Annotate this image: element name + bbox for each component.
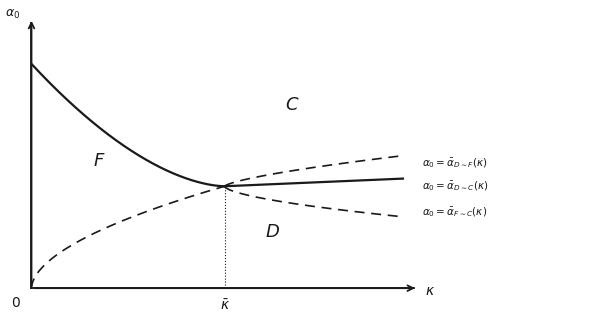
Text: 0: 0 xyxy=(12,296,20,310)
Text: F: F xyxy=(93,152,104,170)
Text: $\alpha_0 = \bar{\alpha}_{D{\sim}F}(\kappa)$: $\alpha_0 = \bar{\alpha}_{D{\sim}F}(\kap… xyxy=(422,156,487,170)
Text: C: C xyxy=(285,96,298,114)
Text: $\bar{\kappa}$: $\bar{\kappa}$ xyxy=(220,298,230,313)
Text: $\alpha_0$: $\alpha_0$ xyxy=(5,8,20,21)
Text: $\alpha_0 = \bar{\alpha}_{D{\sim}C}(\kappa)$: $\alpha_0 = \bar{\alpha}_{D{\sim}C}(\kap… xyxy=(422,179,488,193)
Text: $\kappa$: $\kappa$ xyxy=(425,284,436,298)
Text: D: D xyxy=(266,223,280,241)
Text: $\alpha_0 = \bar{\alpha}_{F{\sim}C}(\kappa)$: $\alpha_0 = \bar{\alpha}_{F{\sim}C}(\kap… xyxy=(422,205,487,218)
